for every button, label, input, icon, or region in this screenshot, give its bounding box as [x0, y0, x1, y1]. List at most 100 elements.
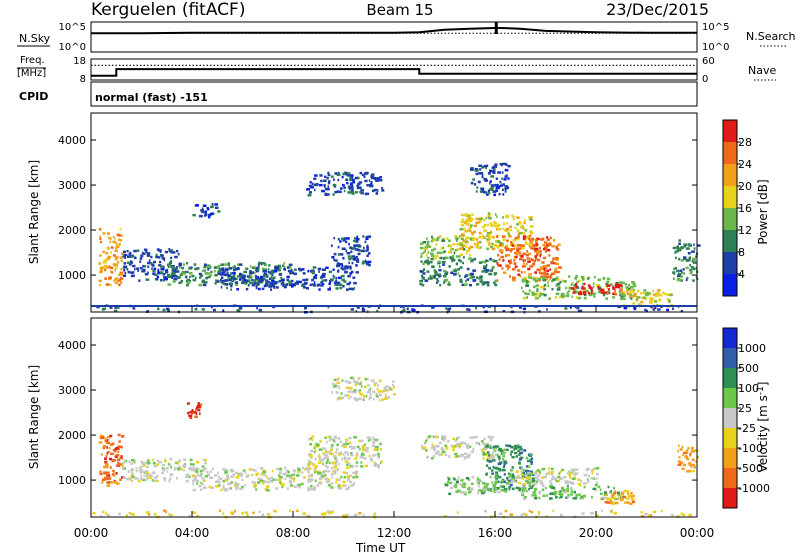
power-cell — [583, 297, 587, 300]
power-cell — [345, 173, 348, 176]
velocity-cell — [368, 438, 373, 441]
power-cell — [438, 235, 442, 238]
velocity-cell — [384, 389, 387, 392]
velocity-cell — [261, 513, 265, 517]
velocity-cell — [327, 478, 331, 481]
power-cell — [479, 241, 482, 244]
velocity-cell — [687, 447, 690, 450]
power-cell — [337, 178, 340, 182]
velocity-cell — [582, 494, 586, 498]
power-cell — [166, 307, 170, 311]
power-cell — [483, 266, 487, 270]
power-cell — [470, 181, 474, 185]
velocity-cell — [444, 444, 448, 447]
velocity-cell — [168, 477, 172, 480]
power-cell — [236, 267, 240, 270]
power-cell — [525, 280, 528, 283]
power-cell — [143, 265, 147, 268]
power-cell — [359, 249, 362, 252]
power-cell — [251, 278, 254, 282]
velocity-cell — [549, 480, 552, 483]
velocity-cell — [378, 393, 383, 397]
power-cell — [241, 281, 245, 284]
power-cell — [130, 271, 134, 274]
power-cell — [545, 277, 548, 281]
power-cell — [123, 262, 127, 265]
power-cell — [351, 247, 355, 250]
power-cell — [235, 268, 238, 271]
velocity-cell — [367, 439, 370, 442]
velocity-cell — [313, 446, 316, 450]
power-cell — [656, 291, 660, 295]
velocity-cell — [485, 473, 488, 476]
velocity-cell — [219, 477, 223, 481]
velocity-cell — [319, 482, 322, 485]
power-cell — [630, 286, 634, 289]
velocity-cell — [146, 465, 149, 469]
velocity-cell — [587, 480, 590, 483]
velocity-cell — [478, 485, 480, 488]
power-cell — [274, 266, 279, 269]
velocity-cell — [609, 491, 611, 494]
power-cell — [468, 217, 472, 220]
power-cell — [487, 214, 491, 218]
velocity-cell — [557, 479, 561, 483]
power-cell — [489, 257, 492, 261]
velocity-cell — [503, 489, 507, 493]
power-cell — [366, 248, 369, 252]
power-cell — [549, 275, 552, 278]
velocity-cell — [497, 462, 502, 466]
power-cell — [162, 273, 166, 276]
velocity-cell — [500, 452, 503, 455]
velocity-cell — [333, 440, 336, 444]
power-cell — [504, 190, 507, 193]
power-cell — [354, 248, 359, 251]
velocity-cell — [616, 491, 620, 495]
power-cell — [130, 255, 135, 258]
power-cell — [542, 278, 547, 282]
velocity-cell — [493, 466, 498, 470]
power-cell — [364, 179, 368, 183]
power-cell — [658, 294, 663, 297]
power-cell — [200, 209, 204, 212]
power-cell — [434, 254, 439, 258]
velocity-cell — [618, 497, 620, 500]
velocity-cell — [569, 471, 574, 475]
power-cell — [575, 296, 578, 299]
velocity-cell — [517, 444, 520, 447]
power-cell — [468, 214, 472, 217]
velocity-cell — [506, 482, 510, 485]
power-cell — [175, 268, 178, 272]
velocity-cell — [301, 471, 304, 474]
power-cell — [579, 292, 582, 296]
velocity-cell — [574, 472, 579, 475]
velocity-cell — [308, 464, 311, 467]
velocity-cell — [541, 484, 545, 488]
velocity-cell — [224, 468, 228, 472]
velocity-cell — [105, 512, 108, 515]
velocity-cell — [648, 514, 651, 517]
velocity-cell — [140, 477, 144, 481]
power-cell — [442, 274, 447, 278]
power-cell — [250, 275, 253, 278]
power-cell — [522, 235, 527, 238]
power-cell — [572, 289, 577, 292]
velocity-cell — [486, 459, 488, 462]
power-cell — [315, 274, 318, 277]
power-cell — [555, 246, 559, 249]
power-cell — [552, 257, 556, 260]
velocity-cell — [482, 454, 485, 457]
power-cell — [472, 238, 475, 241]
velocity-cell — [202, 486, 207, 489]
velocity-cell — [392, 384, 394, 387]
power-cell — [460, 237, 464, 241]
velocity-cell — [156, 463, 160, 466]
velocity-cell — [468, 445, 472, 448]
power-cell — [137, 269, 140, 272]
velocity-cell — [178, 459, 181, 462]
velocity-cell — [458, 476, 460, 479]
velocity-cell — [509, 483, 513, 487]
power-cell — [451, 259, 453, 263]
power-cell — [471, 233, 475, 236]
velocity-cell — [334, 460, 339, 463]
